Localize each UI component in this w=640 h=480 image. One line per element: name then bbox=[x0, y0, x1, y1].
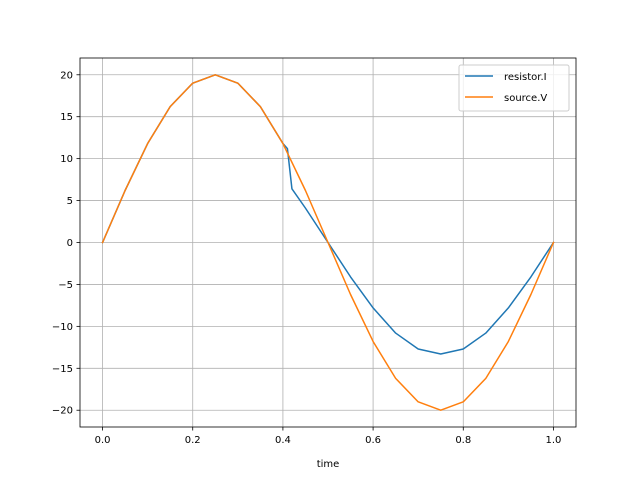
y-tick-label: −20 bbox=[52, 406, 73, 417]
y-tick-label: 20 bbox=[60, 70, 73, 81]
x-tick-label: 0.2 bbox=[185, 435, 201, 446]
x-tick-label: 1.0 bbox=[546, 435, 562, 446]
x-tick-label: 0.0 bbox=[95, 435, 111, 446]
y-axis-ticks: −20 −15 −10 −5 0 5 10 15 20 bbox=[52, 70, 80, 417]
x-axis-ticks: 0.0 0.2 0.4 0.6 0.8 1.0 bbox=[95, 427, 562, 446]
y-tick-label: −15 bbox=[52, 364, 73, 375]
y-tick-label: −10 bbox=[52, 322, 73, 333]
series-lines bbox=[101, 74, 555, 411]
legend-label-resistor-i: resistor.I bbox=[504, 72, 547, 83]
y-tick-label: 0 bbox=[67, 238, 73, 249]
legend-label-source-v: source.V bbox=[504, 93, 547, 104]
y-tick-label: 15 bbox=[60, 112, 73, 123]
series-line-source-v bbox=[101, 74, 555, 411]
y-tick-label: −5 bbox=[58, 280, 73, 291]
legend: resistor.I source.V bbox=[458, 64, 570, 112]
x-tick-label: 0.6 bbox=[365, 435, 381, 446]
x-axis-label: time bbox=[317, 459, 340, 470]
y-tick-label: 10 bbox=[60, 154, 73, 165]
y-tick-label: 5 bbox=[67, 196, 73, 207]
x-tick-label: 0.4 bbox=[275, 435, 291, 446]
x-tick-label: 0.8 bbox=[455, 435, 471, 446]
